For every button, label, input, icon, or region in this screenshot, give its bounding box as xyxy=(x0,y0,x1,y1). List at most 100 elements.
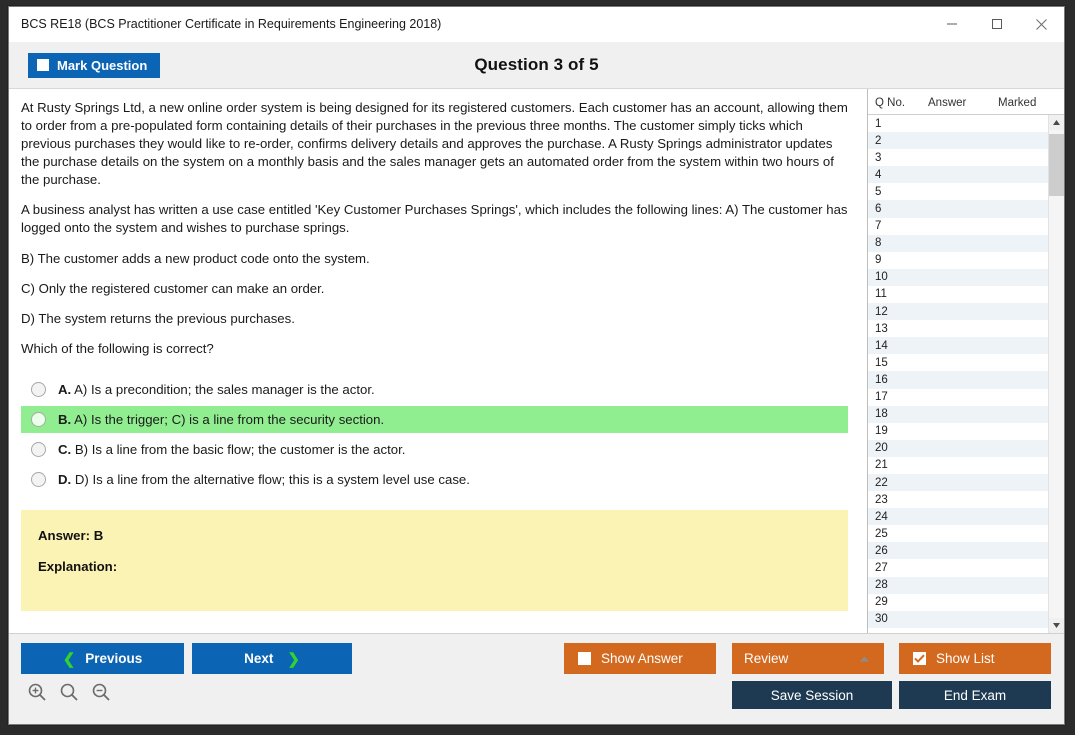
option-row-b[interactable]: B. A) Is the trigger; C) is a line from … xyxy=(21,405,848,433)
previous-label: Previous xyxy=(85,651,143,666)
zoom-controls xyxy=(27,682,111,702)
question-list-row[interactable]: 2 xyxy=(868,132,1048,150)
question-number-cell: 26 xyxy=(875,544,888,557)
question-list-row[interactable]: 29 xyxy=(868,594,1048,611)
question-list-row[interactable]: 8 xyxy=(868,234,1048,252)
question-prompt: Which of the following is correct? xyxy=(21,340,214,356)
question-number-cell: 9 xyxy=(875,254,882,267)
question-list-row[interactable]: 14 xyxy=(868,337,1048,355)
option-text-d: D) Is a line from the alternative flow; … xyxy=(74,471,470,487)
question-list-row[interactable]: 13 xyxy=(868,320,1048,337)
page-title: Question 3 of 5 xyxy=(474,55,599,74)
mark-question-checkbox-icon[interactable] xyxy=(37,59,49,71)
scrollbar-thumb[interactable] xyxy=(1049,134,1064,196)
question-paragraph-2: A business analyst has written a use cas… xyxy=(21,202,848,236)
question-number-cell: 2 xyxy=(875,134,882,147)
question-list-row[interactable]: 20 xyxy=(868,439,1048,457)
zoom-out-icon[interactable] xyxy=(91,682,111,702)
question-list-row[interactable]: 3 xyxy=(868,149,1048,166)
scroll-up-arrow-icon[interactable] xyxy=(1049,115,1064,130)
end-exam-label: End Exam xyxy=(943,687,1007,703)
option-letter-d: D. xyxy=(58,471,72,487)
minimize-button[interactable] xyxy=(929,8,974,40)
question-list-row[interactable]: 15 xyxy=(868,354,1048,371)
footer-toolbar: ❮ Previous Next ❯ Show Answer Review Sho… xyxy=(9,633,1064,724)
option-row-d[interactable]: D. D) Is a line from the alternative flo… xyxy=(21,466,848,493)
question-number-cell: 15 xyxy=(875,356,888,369)
window-title-text: BCS RE18 (BCS Practitioner Certificate i… xyxy=(21,17,442,31)
zoom-in-icon[interactable] xyxy=(27,682,47,702)
window-title-bar: BCS RE18 (BCS Practitioner Certificate i… xyxy=(9,7,1064,42)
question-number-cell: 19 xyxy=(875,425,888,438)
question-list-row[interactable]: 10 xyxy=(868,268,1048,286)
chevron-right-icon: ❯ xyxy=(287,650,300,668)
question-list-row[interactable]: 7 xyxy=(868,218,1048,235)
radio-icon-c[interactable] xyxy=(31,441,46,457)
zoom-reset-icon[interactable] xyxy=(59,682,79,702)
question-list-row[interactable]: 30 xyxy=(868,610,1048,628)
question-number-cell: 10 xyxy=(875,271,888,284)
option-text-b: A) Is the trigger; C) is a line from the… xyxy=(74,411,385,427)
question-list-row[interactable]: 26 xyxy=(868,542,1048,560)
review-dropdown[interactable]: Review xyxy=(732,643,884,674)
question-list-row[interactable]: 27 xyxy=(868,559,1048,576)
show-list-button[interactable]: Show List xyxy=(899,643,1051,674)
exam-application-window: BCS RE18 (BCS Practitioner Certificate i… xyxy=(8,6,1065,725)
question-paragraph-4: C) Only the registered customer can make… xyxy=(21,280,325,296)
option-row-c[interactable]: C. B) Is a line from the basic flow; the… xyxy=(21,436,848,463)
question-list-row[interactable]: 6 xyxy=(868,200,1048,218)
show-answer-checkbox-icon[interactable] xyxy=(578,652,591,665)
question-list-row[interactable]: 18 xyxy=(868,405,1048,423)
answer-line: Answer: B xyxy=(38,527,104,543)
question-list-scroll-area: 1 2 3 4 5 6 7 8 9 10 11 12 13 14 15 16 17 18 19 20 21 22 23 24 2… xyxy=(868,115,1064,633)
explanation-line: Explanation: xyxy=(38,558,118,574)
save-session-button[interactable]: Save Session xyxy=(732,681,892,709)
question-number-cell: 30 xyxy=(875,613,888,626)
question-list-row[interactable]: 4 xyxy=(868,166,1048,184)
question-list-row[interactable]: 22 xyxy=(868,473,1048,492)
question-list-row[interactable]: 12 xyxy=(868,303,1048,321)
radio-icon-a[interactable] xyxy=(31,381,46,397)
question-number-cell: 6 xyxy=(875,203,882,216)
question-list-panel: Q No. Answer Marked 1 2 3 4 5 6 7 8 9 10 11 12 13 14 1… xyxy=(867,89,1064,633)
scroll-down-arrow-icon[interactable] xyxy=(1049,618,1064,633)
question-list-row[interactable]: 5 xyxy=(868,183,1048,200)
question-number-cell: 20 xyxy=(875,442,888,455)
question-list-row[interactable]: 16 xyxy=(868,371,1048,389)
question-list-row[interactable]: 17 xyxy=(868,389,1048,406)
question-list-row[interactable]: 19 xyxy=(868,423,1048,440)
end-exam-button[interactable]: End Exam xyxy=(899,681,1051,709)
review-label: Review xyxy=(744,651,789,666)
question-number-cell: 24 xyxy=(875,510,888,523)
question-number-cell: 5 xyxy=(875,185,882,198)
next-button[interactable]: Next ❯ xyxy=(192,643,352,674)
show-answer-button[interactable]: Show Answer xyxy=(564,643,716,674)
option-text-c: B) Is a line from the basic flow; the cu… xyxy=(74,441,406,457)
question-list-row[interactable]: 24 xyxy=(868,508,1048,526)
question-list-row[interactable]: 28 xyxy=(868,576,1048,594)
question-list-row[interactable]: 21 xyxy=(868,457,1048,474)
question-list-row[interactable]: 23 xyxy=(868,491,1048,508)
radio-icon-b[interactable] xyxy=(31,411,46,427)
show-answer-label: Show Answer xyxy=(601,651,683,666)
previous-button[interactable]: ❮ Previous xyxy=(21,643,184,674)
question-list-row[interactable]: 9 xyxy=(868,252,1048,269)
chevron-left-icon: ❮ xyxy=(62,650,76,668)
question-paragraph-5: D) The system returns the previous purch… xyxy=(21,310,295,326)
close-button[interactable] xyxy=(1019,8,1064,40)
question-list-header: Q No. Answer Marked xyxy=(868,89,1064,115)
option-row-a[interactable]: A. A) Is a precondition; the sales manag… xyxy=(21,376,848,403)
option-letter-b: B. xyxy=(58,411,72,427)
question-list-row[interactable]: 11 xyxy=(868,286,1048,303)
maximize-button[interactable] xyxy=(974,8,1019,40)
question-list-row[interactable]: 1 xyxy=(868,115,1048,132)
question-list-rows: 1 2 3 4 5 6 7 8 9 10 11 12 13 14 15 16 17 18 19 20 21 22 23 24 2… xyxy=(868,115,1048,633)
radio-icon-d[interactable] xyxy=(31,471,46,487)
column-header-qno: Q No. xyxy=(875,97,906,109)
mark-question-button[interactable]: Mark Question xyxy=(28,52,161,78)
show-list-label: Show List xyxy=(936,651,995,666)
question-list-row[interactable]: 25 xyxy=(868,525,1048,542)
scrollbar-track[interactable] xyxy=(1049,130,1064,618)
question-list-scrollbar[interactable] xyxy=(1048,115,1064,633)
show-list-checkbox-icon[interactable] xyxy=(913,652,926,665)
